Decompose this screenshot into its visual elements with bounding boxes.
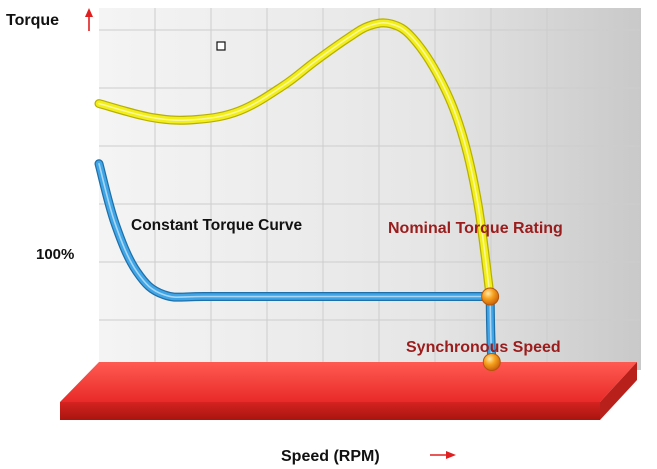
nominal-torque-point bbox=[481, 287, 500, 306]
chart-backwall bbox=[99, 8, 641, 370]
x-axis-label: Speed (RPM) bbox=[281, 448, 380, 465]
y-axis-arrow bbox=[85, 8, 93, 31]
floor-top bbox=[60, 362, 637, 402]
breakdown-torque-curve-highlight bbox=[98, 22, 491, 298]
synchronous-speed-label: Synchronous Speed bbox=[406, 339, 561, 356]
x-axis-arrow bbox=[430, 451, 456, 459]
constant-torque-label: Constant Torque Curve bbox=[131, 217, 302, 234]
points-layer bbox=[481, 287, 501, 371]
floor-side bbox=[600, 362, 637, 420]
nominal-torque-label: Nominal Torque Rating bbox=[388, 220, 563, 237]
floor-front bbox=[60, 402, 600, 420]
constant-torque-curve-highlight bbox=[98, 162, 491, 298]
marker-box bbox=[216, 41, 226, 51]
y-tick-100: 100% bbox=[36, 246, 74, 263]
synchronous-speed-point bbox=[482, 353, 501, 371]
y-axis-label: Torque bbox=[6, 12, 59, 29]
